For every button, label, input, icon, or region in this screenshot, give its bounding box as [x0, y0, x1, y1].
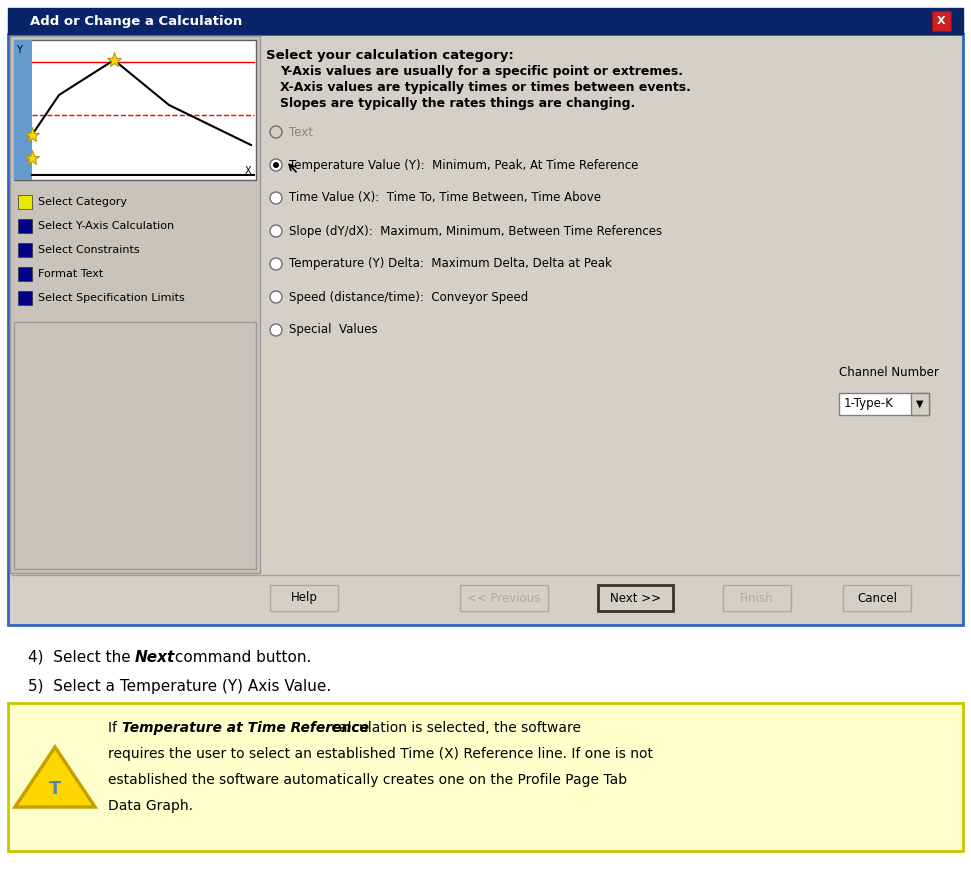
Text: Format Text: Format Text: [38, 269, 103, 279]
Text: 5)  Select a Temperature (Y) Axis Value.: 5) Select a Temperature (Y) Axis Value.: [28, 680, 331, 695]
Text: X: X: [245, 166, 251, 176]
Text: Select Specification Limits: Select Specification Limits: [38, 293, 184, 303]
Text: Speed (distance/time):  Conveyor Speed: Speed (distance/time): Conveyor Speed: [289, 290, 528, 303]
Text: If: If: [108, 721, 121, 735]
Text: calculation is selected, the software: calculation is selected, the software: [327, 721, 581, 735]
FancyBboxPatch shape: [839, 393, 929, 415]
Polygon shape: [15, 747, 95, 807]
Text: Channel Number: Channel Number: [839, 367, 939, 380]
FancyBboxPatch shape: [18, 267, 32, 281]
Text: Time Value (X):  Time To, Time Between, Time Above: Time Value (X): Time To, Time Between, T…: [289, 191, 601, 204]
Text: Data Graph.: Data Graph.: [108, 799, 193, 813]
Text: Temperature at Time Reference: Temperature at Time Reference: [122, 721, 369, 735]
Text: X: X: [937, 16, 946, 26]
FancyBboxPatch shape: [18, 195, 32, 209]
Text: Select Constraints: Select Constraints: [38, 245, 140, 255]
Text: Slope (dY/dX):  Maximum, Minimum, Between Time References: Slope (dY/dX): Maximum, Minimum, Between…: [289, 225, 662, 238]
Circle shape: [273, 162, 279, 168]
Text: Temperature (Y) Delta:  Maximum Delta, Delta at Peak: Temperature (Y) Delta: Maximum Delta, De…: [289, 258, 612, 270]
FancyBboxPatch shape: [460, 585, 548, 611]
FancyBboxPatch shape: [14, 322, 256, 569]
FancyBboxPatch shape: [723, 585, 791, 611]
Circle shape: [270, 126, 282, 138]
Text: ▼: ▼: [917, 399, 923, 409]
Text: Y-Axis values are usually for a specific point or extremes.: Y-Axis values are usually for a specific…: [280, 66, 683, 79]
Text: Temperature Value (Y):  Minimum, Peak, At Time Reference: Temperature Value (Y): Minimum, Peak, At…: [289, 159, 638, 172]
FancyBboxPatch shape: [270, 585, 338, 611]
Text: Help: Help: [290, 591, 318, 604]
Text: Next: Next: [135, 650, 175, 665]
Text: Select Y-Axis Calculation: Select Y-Axis Calculation: [38, 221, 174, 231]
Text: requires the user to select an established Time (X) Reference line. If one is no: requires the user to select an establish…: [108, 747, 653, 761]
Text: Select Category: Select Category: [38, 197, 127, 207]
Circle shape: [270, 258, 282, 270]
Circle shape: [270, 225, 282, 237]
Text: Next >>: Next >>: [610, 591, 661, 604]
Text: Text: Text: [289, 125, 313, 139]
FancyBboxPatch shape: [18, 291, 32, 305]
FancyBboxPatch shape: [911, 393, 929, 415]
FancyBboxPatch shape: [598, 585, 673, 611]
Text: << Previous: << Previous: [467, 591, 541, 604]
FancyBboxPatch shape: [10, 36, 260, 573]
Text: Slopes are typically the rates things are changing.: Slopes are typically the rates things ar…: [280, 97, 635, 111]
FancyBboxPatch shape: [18, 219, 32, 233]
Text: 4)  Select the: 4) Select the: [28, 650, 136, 665]
Text: Finish: Finish: [740, 591, 774, 604]
Text: Cancel: Cancel: [857, 591, 897, 604]
Circle shape: [270, 291, 282, 303]
Circle shape: [270, 159, 282, 171]
Text: command button.: command button.: [170, 650, 312, 665]
Text: X-Axis values are typically times or times between events.: X-Axis values are typically times or tim…: [280, 82, 691, 95]
FancyBboxPatch shape: [8, 34, 963, 625]
Text: established the software automatically creates one on the Profile Page Tab: established the software automatically c…: [108, 773, 627, 787]
FancyBboxPatch shape: [843, 585, 911, 611]
Circle shape: [270, 192, 282, 204]
Text: Y: Y: [17, 45, 22, 55]
Text: Select your calculation category:: Select your calculation category:: [266, 49, 514, 62]
FancyBboxPatch shape: [14, 40, 32, 180]
Text: Add or Change a Calculation: Add or Change a Calculation: [30, 15, 242, 27]
Text: 1-Type-K: 1-Type-K: [844, 397, 894, 410]
FancyBboxPatch shape: [18, 243, 32, 257]
FancyBboxPatch shape: [932, 11, 951, 31]
FancyBboxPatch shape: [14, 40, 256, 180]
FancyBboxPatch shape: [8, 8, 963, 34]
FancyBboxPatch shape: [8, 703, 963, 851]
Circle shape: [270, 324, 282, 336]
Text: T: T: [49, 780, 61, 798]
Text: Special  Values: Special Values: [289, 324, 378, 337]
